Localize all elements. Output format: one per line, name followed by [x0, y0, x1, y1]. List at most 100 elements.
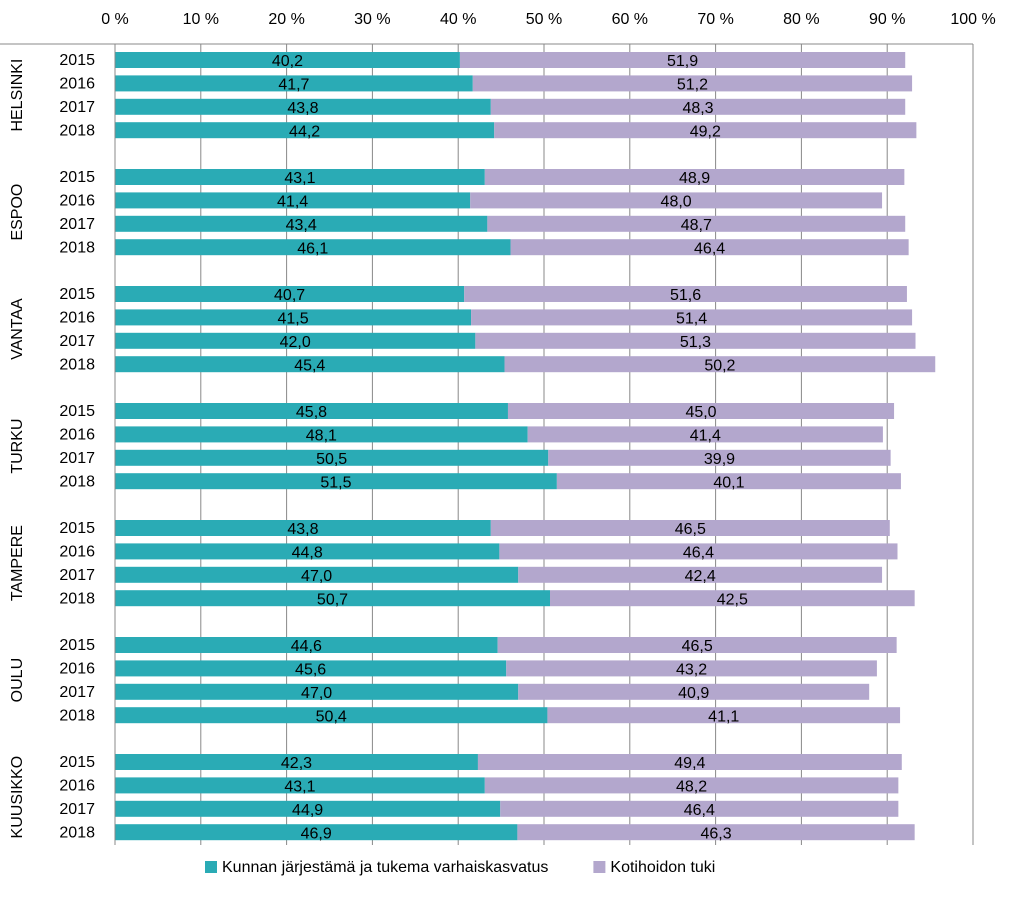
- x-tick-label: 10 %: [183, 11, 219, 28]
- bar-segment: [475, 332, 916, 349]
- data-label: 45,8: [296, 404, 327, 421]
- bar-segment: [471, 309, 913, 326]
- y-tick-label: 2016: [59, 310, 95, 327]
- data-label: 42,3: [281, 755, 312, 772]
- data-label: 51,9: [667, 53, 698, 70]
- data-label: 46,4: [694, 240, 725, 257]
- data-label: 43,1: [284, 779, 315, 796]
- bar-segment: [484, 169, 905, 185]
- bar-segment: [115, 215, 488, 232]
- bar-segment: [115, 52, 460, 68]
- data-label: 44,9: [292, 802, 323, 819]
- bar-segment: [115, 403, 508, 419]
- bar-segment: [547, 707, 901, 724]
- data-label: 46,4: [684, 802, 715, 819]
- data-label: 44,8: [292, 545, 323, 562]
- bar-segment: [115, 800, 501, 817]
- bar-segment: [490, 98, 906, 115]
- y-tick-label: 2016: [59, 76, 95, 93]
- group-label: TAMPERE: [9, 525, 26, 601]
- y-tick-label: 2017: [59, 99, 95, 116]
- data-label: 40,2: [272, 53, 303, 70]
- data-label: 47,0: [301, 568, 332, 585]
- legend-swatch: [593, 861, 606, 873]
- data-label: 41,4: [277, 194, 308, 211]
- bar-segment: [115, 637, 498, 653]
- bar-segment: [115, 426, 528, 443]
- bar-segment: [115, 309, 472, 326]
- bar-segment: [510, 239, 909, 256]
- data-label: 46,9: [301, 825, 332, 842]
- bar-segment: [506, 660, 877, 677]
- bar-segment: [115, 683, 519, 700]
- bar-segment: [115, 473, 557, 490]
- data-label: 50,5: [316, 451, 347, 468]
- legend-swatch: [205, 861, 217, 873]
- bar-segment: [115, 824, 518, 841]
- data-label: 51,2: [677, 77, 708, 94]
- group-label: ESPOO: [9, 184, 26, 241]
- x-tick-label: 70 %: [697, 11, 733, 28]
- bar-segment: [115, 122, 495, 139]
- bar-segment: [518, 683, 870, 700]
- data-label: 46,4: [683, 545, 714, 562]
- data-label: 45,6: [295, 662, 326, 679]
- y-tick-label: 2018: [59, 473, 95, 490]
- y-tick-label: 2017: [59, 216, 95, 233]
- y-tick-label: 2018: [59, 824, 95, 841]
- bar-segment: [115, 75, 473, 92]
- bar-segment: [464, 286, 907, 302]
- y-tick-label: 2015: [59, 754, 95, 771]
- data-label: 47,0: [301, 685, 332, 702]
- data-label: 48,7: [681, 217, 712, 234]
- bar-segment: [115, 356, 505, 373]
- y-tick-label: 2017: [59, 567, 95, 584]
- bar-segment: [115, 449, 549, 466]
- data-label: 39,9: [704, 451, 735, 468]
- data-label: 51,3: [680, 334, 711, 351]
- y-tick-label: 2017: [59, 801, 95, 818]
- bar-segment: [115, 543, 500, 560]
- data-label: 46,1: [297, 240, 328, 257]
- y-tick-label: 2017: [59, 684, 95, 701]
- data-label: 50,7: [317, 591, 348, 608]
- data-label: 43,1: [284, 170, 315, 187]
- x-tick-label: 20 %: [268, 11, 304, 28]
- bar-segment: [115, 754, 478, 770]
- y-tick-label: 2018: [59, 707, 95, 724]
- data-label: 44,6: [291, 638, 322, 655]
- y-tick-label: 2018: [59, 239, 95, 256]
- data-label: 41,4: [690, 428, 721, 445]
- bar-segment: [507, 403, 895, 419]
- x-tick-label: 30 %: [354, 11, 390, 28]
- data-label: 49,2: [690, 123, 721, 140]
- x-tick-label: 80 %: [783, 11, 819, 28]
- bar-segment: [518, 566, 883, 583]
- bar-segment: [115, 660, 507, 677]
- data-label: 45,0: [685, 404, 716, 421]
- data-label: 42,4: [685, 568, 716, 585]
- data-label: 40,9: [678, 685, 709, 702]
- y-tick-label: 2015: [59, 52, 95, 69]
- y-tick-label: 2016: [59, 544, 95, 561]
- bar-segment: [115, 286, 465, 302]
- bar-segment: [115, 707, 548, 724]
- data-label: 42,5: [717, 591, 748, 608]
- group-label: HELSINKI: [9, 59, 26, 132]
- y-tick-label: 2018: [59, 590, 95, 607]
- x-tick-label: 0 %: [101, 11, 129, 28]
- bar-segment: [115, 192, 471, 209]
- data-label: 49,4: [674, 755, 705, 772]
- bar-segment: [115, 590, 551, 607]
- bar-segment: [115, 98, 491, 115]
- bar-segment: [548, 449, 891, 466]
- bar-segment: [115, 169, 485, 185]
- data-label: 48,0: [661, 194, 692, 211]
- bar-segment: [556, 473, 901, 490]
- data-label: 51,6: [670, 287, 701, 304]
- data-label: 41,7: [278, 77, 309, 94]
- bar-segment: [459, 52, 906, 68]
- bar-segment: [490, 520, 890, 536]
- data-label: 48,2: [676, 779, 707, 796]
